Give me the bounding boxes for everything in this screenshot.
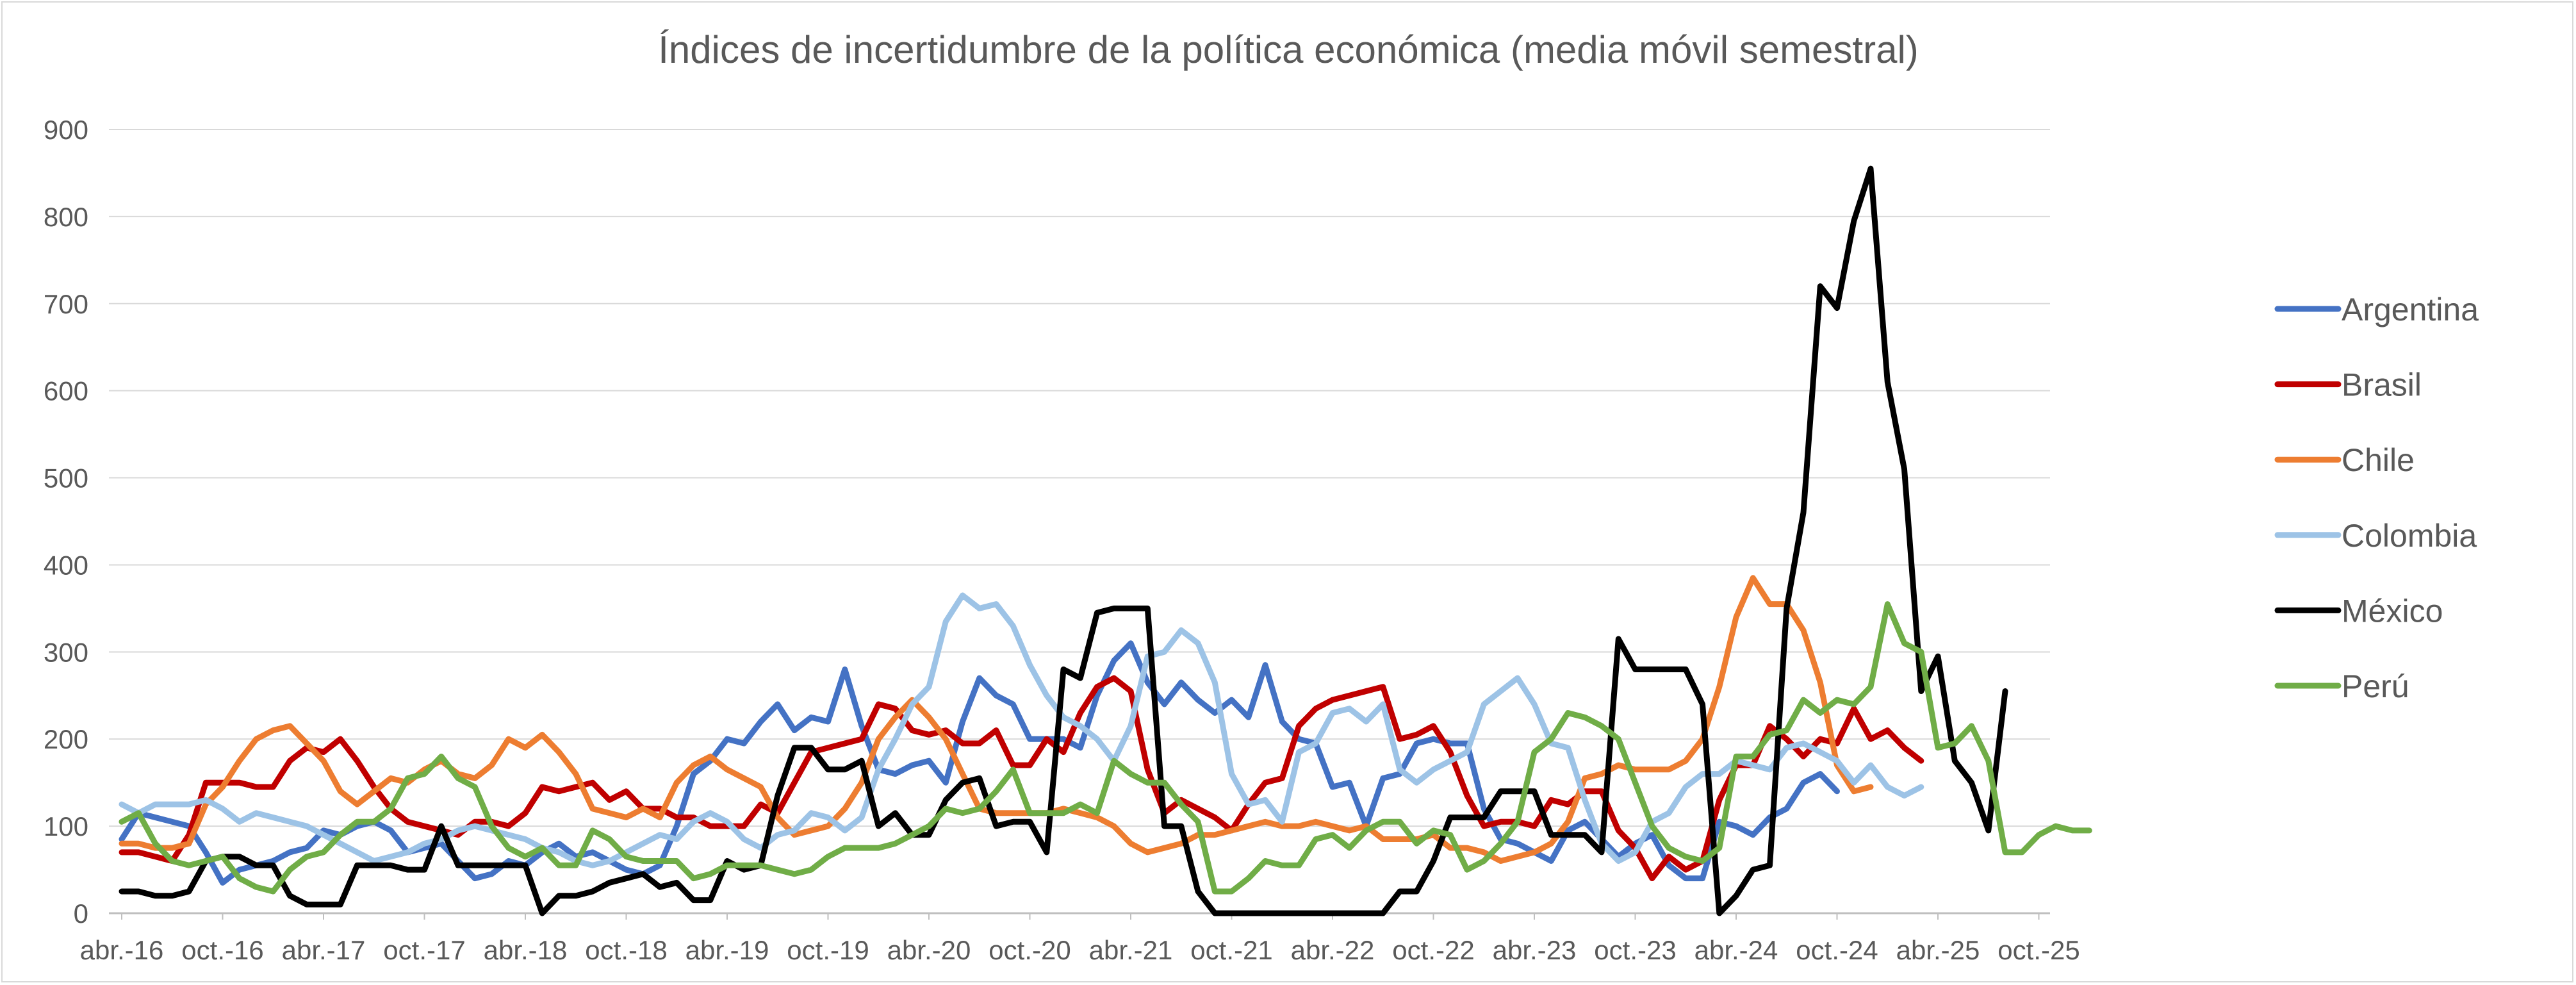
legend-item-brasil: Brasil xyxy=(2274,367,2422,403)
series-line-brasil xyxy=(119,675,1924,882)
x-tick-label: oct.-20 xyxy=(989,935,1071,965)
x-tick-label: abr.-20 xyxy=(887,935,971,965)
x-tick-label: oct.-18 xyxy=(585,935,667,965)
x-tick-label: oct.-19 xyxy=(787,935,869,965)
x-tick-label: abr.-21 xyxy=(1089,935,1173,965)
x-tick-label: oct.-24 xyxy=(1796,935,1878,965)
x-tick-label: abr.-18 xyxy=(484,935,568,965)
y-tick-label: 400 xyxy=(44,550,88,580)
legend-item-perú: Perú xyxy=(2274,668,2409,704)
y-tick-label: 0 xyxy=(74,898,88,929)
legend-item-chile: Chile xyxy=(2274,442,2415,478)
series-line-méxico xyxy=(119,165,2008,916)
y-axis: 0 100 200 300 400 500 600 700 800 900 xyxy=(44,115,88,929)
y-tick-label: 600 xyxy=(44,376,88,406)
x-tick-label: abr.-19 xyxy=(685,935,769,965)
legend-item-colombia: Colombia xyxy=(2274,518,2477,554)
x-tick-label: oct.-22 xyxy=(1392,935,1474,965)
y-tick-label: 900 xyxy=(44,115,88,145)
legend-item-argentina: Argentina xyxy=(2274,292,2479,327)
x-tick-label: oct.-23 xyxy=(1594,935,1676,965)
x-tick-label: oct.-16 xyxy=(181,935,263,965)
legend-label: Perú xyxy=(2342,668,2409,704)
x-tick-label: abr.-24 xyxy=(1694,935,1778,965)
y-tick-label: 500 xyxy=(44,463,88,493)
x-tick-label: oct.-17 xyxy=(383,935,465,965)
legend-label: Argentina xyxy=(2342,292,2479,327)
legend-item-méxico: México xyxy=(2274,593,2443,629)
chart-title: Índices de incertidumbre de la política … xyxy=(658,28,1919,71)
y-tick-label: 300 xyxy=(44,637,88,667)
y-tick-label: 100 xyxy=(44,811,88,841)
x-tick-label: oct.-21 xyxy=(1190,935,1272,965)
legend: Argentina Brasil Chile Colombia México Perú xyxy=(2274,292,2479,704)
series-layer xyxy=(119,165,2092,916)
y-tick-label: 800 xyxy=(44,202,88,232)
legend-label: México xyxy=(2342,593,2443,629)
y-tick-label: 700 xyxy=(44,289,88,319)
x-axis: abr.-16 oct.-16 abr.-17 oct.-17 abr.-18 oct.-… xyxy=(80,913,2080,965)
x-tick-label: abr.-17 xyxy=(282,935,366,965)
legend-label: Chile xyxy=(2342,442,2415,478)
legend-label: Brasil xyxy=(2342,367,2422,403)
series-line-argentina xyxy=(119,640,1840,886)
y-tick-label: 200 xyxy=(44,724,88,754)
series-line-colombia xyxy=(119,592,1924,868)
x-tick-label: abr.-25 xyxy=(1896,935,1980,965)
series-line-perú xyxy=(119,601,2092,895)
x-tick-label: abr.-22 xyxy=(1291,935,1375,965)
x-tick-label: abr.-23 xyxy=(1493,935,1577,965)
x-tick-label: oct.-25 xyxy=(1998,935,2080,965)
legend-label: Colombia xyxy=(2342,518,2477,554)
x-tick-label: abr.-16 xyxy=(80,935,164,965)
